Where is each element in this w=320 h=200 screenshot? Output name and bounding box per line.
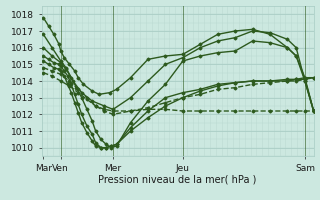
X-axis label: Pression niveau de la mer( hPa ): Pression niveau de la mer( hPa ) bbox=[99, 174, 257, 184]
